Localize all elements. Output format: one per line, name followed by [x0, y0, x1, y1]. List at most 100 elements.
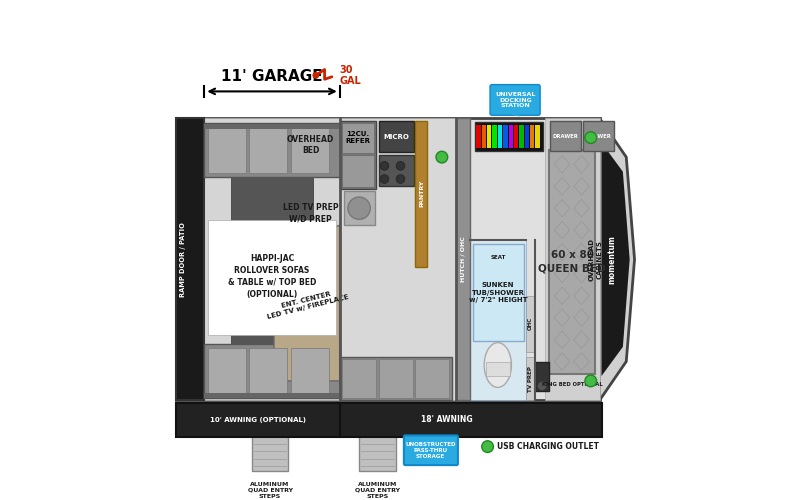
Bar: [208, 126, 246, 172]
Text: RAMP DOOR / PATIO: RAMP DOOR / PATIO: [180, 222, 186, 296]
Bar: [493, 125, 497, 148]
Bar: [378, 120, 414, 152]
Text: USB CHARGING OUTLET: USB CHARGING OUTLET: [498, 442, 599, 451]
FancyBboxPatch shape: [490, 84, 540, 116]
Bar: [519, 125, 523, 148]
Bar: [359, 436, 396, 471]
Text: UNIVERSAL
DOCKING
STATION: UNIVERSAL DOCKING STATION: [495, 92, 535, 108]
Bar: [475, 122, 543, 152]
Bar: [415, 359, 449, 398]
Text: 10' AWNING (OPTIONAL): 10' AWNING (OPTIONAL): [210, 417, 306, 423]
Bar: [251, 436, 288, 471]
Bar: [378, 359, 413, 398]
Bar: [340, 403, 602, 437]
Text: ALUMINUM
QUAD ENTRY
STEPS: ALUMINUM QUAD ENTRY STEPS: [355, 482, 400, 499]
Bar: [415, 120, 427, 266]
Text: OVERHEAD
BED: OVERHEAD BED: [287, 135, 334, 155]
Bar: [204, 123, 340, 176]
Bar: [550, 121, 581, 152]
Bar: [546, 118, 599, 401]
Text: ENT. CENTER
LED TV w/ FIREPLACE: ENT. CENTER LED TV w/ FIREPLACE: [265, 286, 349, 320]
Text: 30
GAL: 30 GAL: [339, 64, 361, 86]
Bar: [482, 125, 486, 148]
Text: OVERHEAD
CABINETS: OVERHEAD CABINETS: [589, 238, 602, 281]
Circle shape: [585, 375, 597, 387]
Bar: [204, 124, 340, 129]
Bar: [342, 359, 376, 398]
Text: TV PREP: TV PREP: [528, 366, 533, 392]
Polygon shape: [602, 142, 630, 376]
Text: LED TV PREP
W/D PREP: LED TV PREP W/D PREP: [282, 203, 338, 223]
Circle shape: [396, 174, 405, 184]
Bar: [249, 348, 287, 394]
Bar: [176, 403, 340, 437]
Bar: [470, 240, 526, 400]
Circle shape: [313, 72, 319, 79]
Text: HUTCH / OHC: HUTCH / OHC: [461, 236, 466, 282]
Text: KING BED OPTIONAL: KING BED OPTIONAL: [542, 382, 602, 387]
Bar: [550, 150, 594, 374]
Bar: [342, 155, 374, 187]
Polygon shape: [274, 225, 340, 381]
Bar: [535, 125, 540, 148]
Text: SEAT: SEAT: [490, 254, 506, 260]
Circle shape: [380, 162, 389, 170]
Bar: [487, 125, 491, 148]
Bar: [231, 138, 313, 381]
Circle shape: [482, 441, 494, 452]
Bar: [473, 244, 523, 341]
Bar: [476, 125, 481, 148]
Circle shape: [348, 197, 370, 220]
Bar: [486, 362, 510, 376]
Bar: [340, 356, 451, 401]
Bar: [291, 348, 329, 394]
Bar: [204, 393, 340, 398]
Bar: [509, 125, 513, 148]
FancyBboxPatch shape: [404, 436, 458, 465]
Circle shape: [538, 382, 546, 390]
Bar: [498, 125, 502, 148]
Text: DRAWER: DRAWER: [553, 134, 578, 138]
Bar: [208, 348, 246, 394]
Text: 12CU.
REFER: 12CU. REFER: [346, 131, 370, 144]
Text: HAPPI-JAC
ROLLOVER SOFAS
& TABLE w/ TOP BED
(OPTIONAL): HAPPI-JAC ROLLOVER SOFAS & TABLE w/ TOP …: [228, 254, 316, 298]
Bar: [340, 120, 376, 188]
Bar: [525, 125, 529, 148]
Circle shape: [380, 174, 389, 184]
Polygon shape: [599, 118, 634, 401]
Bar: [204, 344, 340, 398]
Ellipse shape: [484, 342, 511, 388]
Bar: [291, 126, 329, 172]
Text: 11' GARAGE: 11' GARAGE: [222, 70, 323, 84]
Text: UNOBSTRUCTED
PASS-THRU
STORAGE: UNOBSTRUCTED PASS-THRU STORAGE: [406, 442, 456, 459]
Text: 18' AWNING: 18' AWNING: [421, 416, 473, 424]
Bar: [526, 357, 534, 401]
Bar: [340, 118, 457, 401]
Bar: [176, 118, 599, 401]
Text: SUNKEN
TUB/SHOWER
w/ 7'2" HEIGHT: SUNKEN TUB/SHOWER w/ 7'2" HEIGHT: [469, 282, 527, 303]
Bar: [249, 126, 287, 172]
Bar: [534, 362, 550, 390]
Circle shape: [585, 132, 597, 143]
Bar: [342, 123, 374, 153]
Text: OHC: OHC: [528, 316, 533, 330]
Bar: [583, 121, 614, 152]
Text: PANTRY: PANTRY: [419, 180, 424, 208]
Circle shape: [436, 152, 448, 163]
Text: MICRO: MICRO: [383, 134, 409, 140]
Text: ALUMINUM
QUAD ENTRY
STEPS: ALUMINUM QUAD ENTRY STEPS: [247, 482, 293, 499]
Text: momentum: momentum: [608, 235, 617, 284]
Bar: [204, 118, 340, 401]
Bar: [208, 220, 336, 334]
Bar: [457, 118, 470, 401]
Bar: [514, 125, 518, 148]
Bar: [378, 154, 414, 186]
Bar: [176, 118, 204, 401]
Text: 60 x 80
QUEEN BED: 60 x 80 QUEEN BED: [538, 250, 606, 274]
Bar: [526, 296, 534, 352]
Bar: [343, 191, 375, 225]
Text: DRAWER: DRAWER: [586, 134, 611, 138]
Circle shape: [396, 162, 405, 170]
Bar: [503, 125, 507, 148]
Bar: [530, 125, 534, 148]
